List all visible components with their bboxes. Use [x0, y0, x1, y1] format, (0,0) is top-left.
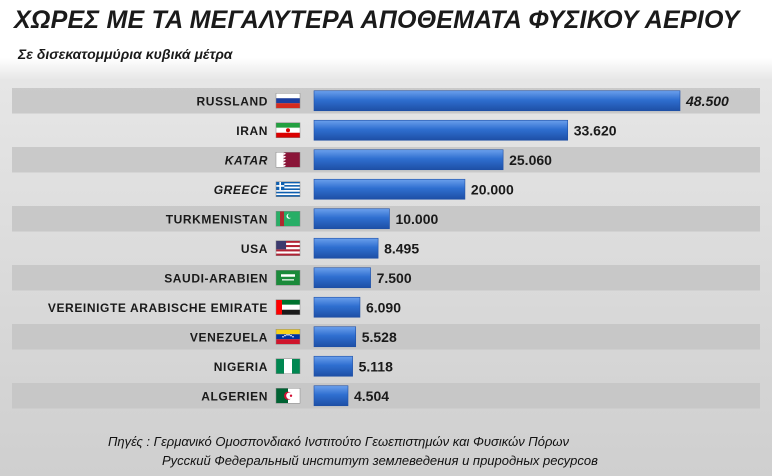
bar	[313, 119, 569, 141]
value-label: 5.118	[359, 358, 393, 374]
bar-row: RUSSLAND 48.500	[197, 90, 729, 112]
bar-row: KATAR 25.060	[225, 149, 552, 171]
value-label: 6.090	[366, 299, 401, 315]
value-label: 4.504	[354, 388, 389, 404]
category-label: GREECE	[214, 183, 269, 197]
bar-row: GREECE 20.000	[214, 178, 514, 200]
bar	[313, 178, 466, 200]
category-label: TURKMENISTAN	[166, 212, 268, 226]
nigeria-flag-icon	[275, 358, 301, 374]
category-label: USA	[241, 242, 268, 256]
value-label: 7.500	[377, 270, 412, 286]
usa-flag-icon	[275, 240, 301, 256]
greece-flag-icon	[275, 181, 301, 197]
bar-row: TURKMENISTAN 10.000	[166, 208, 438, 230]
bar	[313, 267, 371, 289]
bar	[313, 326, 357, 348]
value-label: 10.000	[395, 211, 438, 227]
source-line-2: Русский Федеральный институт землеведени…	[162, 453, 598, 468]
iran-flag-icon	[275, 122, 301, 138]
category-label: IRAN	[236, 124, 268, 138]
category-label: SAUDI-ARABIEN	[164, 271, 268, 285]
value-label: 25.060	[509, 152, 552, 168]
category-label: RUSSLAND	[197, 94, 268, 108]
value-label: 48.500	[685, 93, 729, 109]
bar	[313, 237, 379, 259]
bar-row: VEREINIGTE ARABISCHE EMIRATE 6.090	[48, 296, 401, 318]
bar-row: IRAN 33.620	[236, 119, 617, 141]
value-label: 5.528	[362, 329, 397, 345]
chart-title: ΧΩΡΕΣ ΜΕ ΤΑ ΜΕΓΑΛΥΤΕΡΑ ΑΠΟΘΕΜΑΤΑ ΦΥΣΙΚΟΥ…	[14, 6, 740, 34]
bar-row: SAUDI-ARABIEN 7.500	[164, 267, 412, 289]
value-label: 20.000	[471, 181, 514, 197]
chart-subtitle: Σε δισεκατομμύρια κυβικά μέτρα	[18, 46, 233, 62]
source-note: Πηγές : Γερμανικό Ομοσπονδιακό Ινστιτούτ…	[108, 432, 598, 470]
value-label: 33.620	[574, 122, 617, 138]
bar-chart: RUSSLAND 48.500 IRAN 33.620 KATAR 25.060 GREEC…	[12, 88, 760, 409]
bar-row: NIGERIA 5.118	[214, 355, 393, 377]
turkmenistan-flag-icon	[275, 211, 301, 227]
category-label: VENEZUELA	[190, 330, 268, 344]
row-stripe	[12, 383, 760, 409]
bar	[313, 296, 361, 318]
bar	[313, 208, 390, 230]
bar	[313, 149, 504, 171]
category-label: ALGERIEN	[201, 389, 268, 403]
bar-row: VENEZUELA 5.528	[190, 326, 397, 348]
russia-flag-icon	[275, 93, 301, 109]
qatar-flag-icon	[275, 152, 301, 168]
row-stripe	[12, 265, 760, 291]
bar-row: USA 8.495	[241, 237, 419, 259]
category-label: VEREINIGTE ARABISCHE EMIRATE	[48, 301, 268, 315]
saudi-arabia-flag-icon	[275, 270, 301, 286]
source-line-1: Πηγές : Γερμανικό Ομοσπονδιακό Ινστιτούτ…	[108, 434, 570, 449]
category-label: NIGERIA	[214, 360, 268, 374]
bar	[313, 355, 353, 377]
bar	[313, 90, 681, 112]
uae-flag-icon	[275, 299, 301, 315]
algeria-flag-icon	[275, 388, 301, 404]
row-stripe	[12, 324, 760, 350]
value-label: 8.495	[384, 240, 419, 256]
bar-row: ALGERIEN 4.504	[201, 385, 389, 407]
venezuela-flag-icon	[275, 329, 301, 345]
bar	[313, 385, 349, 407]
category-label: KATAR	[225, 153, 268, 167]
